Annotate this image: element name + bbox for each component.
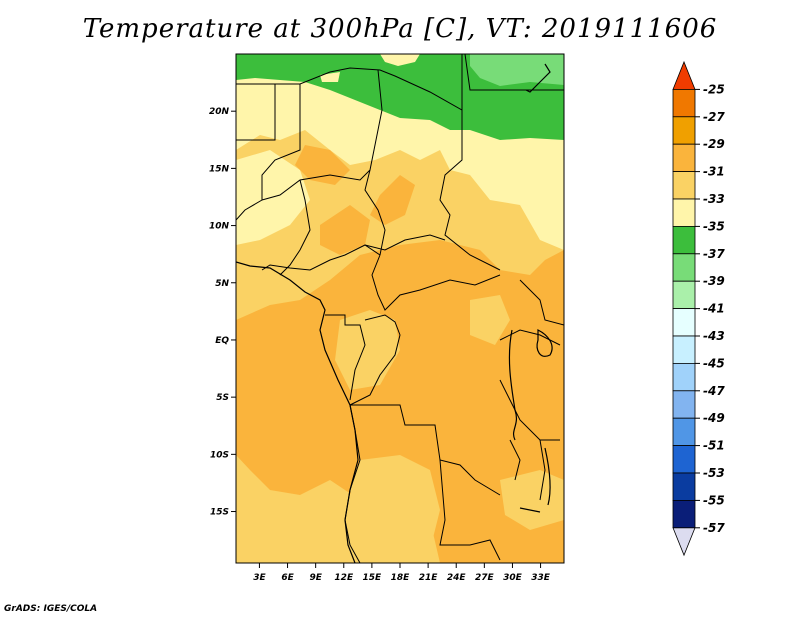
y-tick-label: 10S bbox=[210, 450, 229, 460]
field-north-pale bbox=[380, 54, 420, 66]
x-tick-label: 12E bbox=[334, 573, 354, 583]
colorbar: -25 -27 -29 -31 -33 -35 -37 -39 -41 -43 -45 -47 -49 -… bbox=[672, 60, 725, 557]
colorbar-segment bbox=[672, 390, 696, 419]
x-tick-label: 21E bbox=[419, 573, 439, 583]
colorbar-label: -25 bbox=[703, 82, 725, 96]
colorbar-segment bbox=[672, 445, 696, 474]
field-sahel-orange bbox=[295, 145, 350, 185]
country-borders bbox=[236, 54, 564, 563]
colorbar-segment bbox=[672, 116, 696, 145]
colorbar-label: -37 bbox=[703, 247, 725, 261]
colorbar-segment bbox=[672, 417, 696, 447]
colorbar-bottom-arrow bbox=[672, 527, 696, 557]
colorbar-label: -51 bbox=[703, 439, 725, 453]
grads-credit: GrADS: IGES/COLA bbox=[4, 604, 98, 614]
y-axis: 20N 15N 10N 5N EQ 5S 10S 15S bbox=[209, 107, 236, 518]
colorbar-segment bbox=[672, 143, 696, 172]
chart-title: Temperature at 300hPa [C], VT: 201911160… bbox=[82, 14, 718, 44]
map-panel bbox=[236, 54, 564, 563]
colorbar-label: -55 bbox=[703, 493, 725, 507]
x-tick-label: 6E bbox=[281, 573, 294, 583]
colorbar-segment bbox=[672, 335, 696, 364]
x-tick-label: 30E bbox=[503, 573, 523, 583]
colorbar-segment bbox=[672, 280, 696, 310]
x-tick-label: 27E bbox=[475, 573, 495, 583]
colorbar-segment bbox=[672, 89, 696, 118]
colorbar-label: -45 bbox=[703, 356, 725, 370]
y-tick-label: EQ bbox=[215, 336, 229, 346]
y-tick-label: 5N bbox=[215, 279, 229, 289]
colorbar-label: -41 bbox=[703, 302, 725, 316]
x-tick-label: 24E bbox=[447, 573, 467, 583]
colorbar-label: -43 bbox=[703, 329, 725, 343]
colorbar-label: -35 bbox=[703, 219, 725, 233]
colorbar-label: -27 bbox=[703, 110, 725, 124]
y-tick-label: 15S bbox=[210, 508, 229, 518]
colorbar-label: -53 bbox=[703, 466, 725, 480]
colorbar-label: -33 bbox=[703, 192, 725, 206]
y-tick-label: 20N bbox=[209, 107, 230, 117]
y-tick-label: 15N bbox=[209, 164, 230, 174]
field-sw-light bbox=[236, 470, 275, 563]
coastlines bbox=[236, 63, 553, 563]
colorbar-label: -29 bbox=[703, 137, 725, 151]
colorbar-top-arrow bbox=[672, 60, 696, 90]
colorbar-segment bbox=[672, 499, 696, 529]
colorbar-segment bbox=[672, 171, 696, 200]
field-se-light bbox=[500, 470, 564, 530]
colorbar-segment bbox=[672, 362, 696, 392]
y-tick-label: 10N bbox=[209, 222, 230, 232]
x-tick-label: 33E bbox=[531, 573, 551, 583]
colorbar-label: -31 bbox=[703, 165, 725, 179]
colorbar-label: -47 bbox=[703, 384, 725, 398]
field-chad-orange bbox=[370, 175, 415, 225]
colorbar-label: -49 bbox=[703, 411, 725, 425]
colorbar-segment bbox=[672, 198, 696, 227]
x-tick-label: 3E bbox=[253, 573, 266, 583]
colorbar-segment bbox=[672, 472, 696, 501]
y-tick-label: 5S bbox=[216, 393, 229, 403]
colorbar-label: -57 bbox=[703, 521, 725, 535]
x-tick-label: 9E bbox=[309, 573, 322, 583]
x-tick-label: 18E bbox=[391, 573, 411, 583]
x-axis: 3E 6E 9E 12E 15E 18E 21E 24E 27E 30E 33E bbox=[253, 563, 551, 583]
field-angola-light bbox=[350, 455, 440, 555]
field-north-lightgreen bbox=[470, 54, 564, 86]
colorbar-segment bbox=[672, 225, 696, 255]
colorbar-segment bbox=[672, 253, 696, 282]
field-west-pale bbox=[236, 150, 310, 245]
field-nigeria-orange bbox=[320, 205, 370, 255]
x-tick-label: 15E bbox=[363, 573, 383, 583]
colorbar-segment bbox=[672, 308, 696, 337]
field-east-light bbox=[470, 295, 510, 345]
colorbar-label: -39 bbox=[703, 274, 725, 288]
